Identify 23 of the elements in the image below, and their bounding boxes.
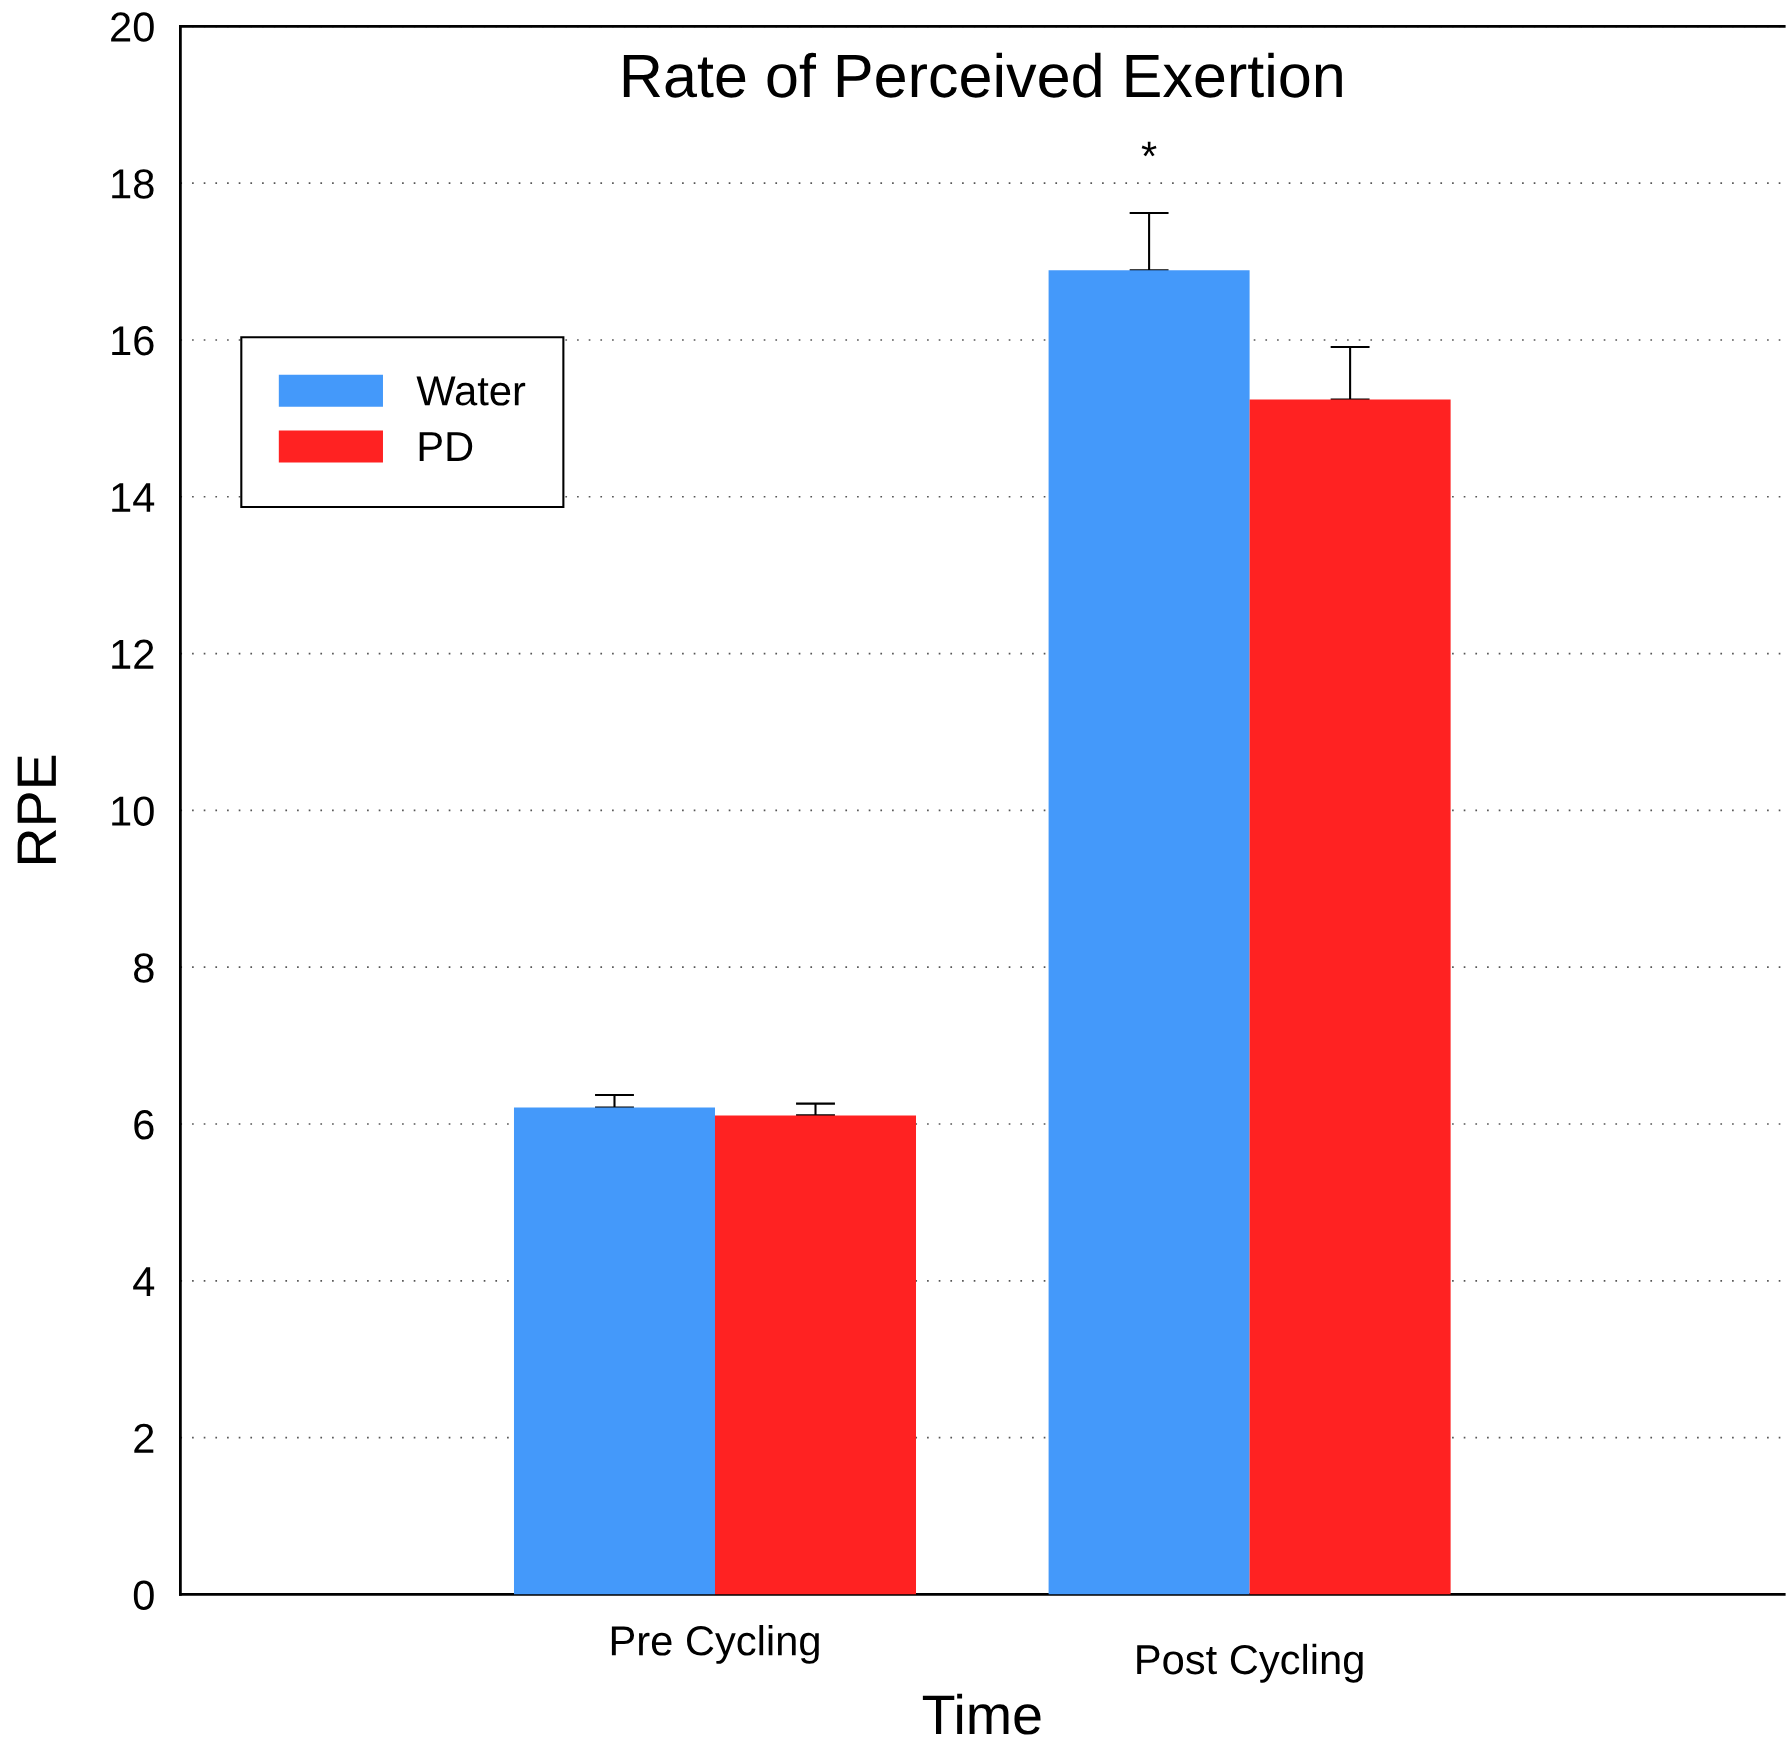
y-tick-label: 0 [133, 1580, 154, 1610]
y-tick-label: 4 [133, 1267, 155, 1296]
legend-label: PD [419, 432, 473, 461]
y-tick-label: 14 [112, 483, 155, 512]
legend-label: Water [416, 376, 526, 406]
y-tick-label: 2 [134, 1423, 154, 1453]
x-axis-title: Time [922, 1693, 1041, 1735]
y-tick-label: 20 [111, 12, 154, 42]
y-tick-label: 8 [134, 953, 154, 983]
y-tick-label: 12 [112, 639, 154, 669]
annotation: * [1141, 141, 1157, 157]
y-tick-label: 18 [112, 169, 154, 199]
x-tick-label: Pre Cycling [611, 1625, 819, 1664]
y-tick-label: 16 [112, 325, 154, 356]
x-tick-label: Post Cycling [1137, 1643, 1363, 1683]
bar [1048, 270, 1250, 1595]
y-tick-label: 10 [112, 796, 154, 826]
chart-title: Rate of Perceived Exertion [623, 52, 1342, 98]
bar [1249, 399, 1451, 1595]
y-axis-title: RPE [17, 755, 56, 863]
y-tick-label: 6 [134, 1110, 154, 1140]
bar [513, 1107, 715, 1595]
bar [715, 1115, 917, 1595]
